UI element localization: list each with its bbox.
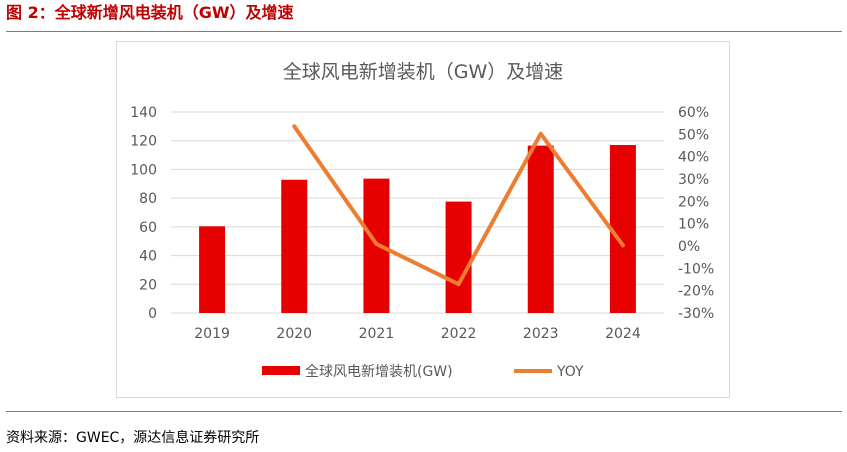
y-right-tick-label: 60% <box>678 105 709 121</box>
y-right-tick-label: 20% <box>678 194 709 210</box>
legend: 全球风电新增装机(GW) YOY <box>262 363 584 380</box>
legend-swatch-bar <box>262 366 300 375</box>
x-tick-label: 2019 <box>194 326 230 342</box>
bar <box>199 226 226 313</box>
bar <box>445 201 472 313</box>
yoy-series <box>292 124 625 287</box>
chart-title: 全球风电新增装机（GW）及增速 <box>283 61 564 83</box>
y-right-tick-label: -10% <box>678 261 714 277</box>
source-note: 资料来源：GWEC，源达信息证券研究所 <box>6 430 260 446</box>
bar <box>609 145 636 313</box>
y-left-tick-label: 140 <box>130 105 157 121</box>
x-tick-label: 2020 <box>276 326 312 342</box>
y-right-tick-label: 50% <box>678 127 709 143</box>
top-divider <box>6 31 842 32</box>
bar <box>527 145 554 313</box>
y-left-tick-label: 100 <box>130 162 157 178</box>
x-tick-label: 2024 <box>605 326 641 342</box>
x-tick-label: 2022 <box>441 326 477 342</box>
figure-caption: 图 2：全球新增风电装机（GW）及增速 <box>6 3 294 22</box>
y-left-tick-label: 80 <box>139 191 157 207</box>
bar <box>281 179 308 313</box>
y-right-tick-label: -20% <box>678 284 714 300</box>
y-right-tick-label: -30% <box>678 306 714 322</box>
y-right-tick-label: 0% <box>678 239 700 255</box>
x-tick-label: 2021 <box>359 326 395 342</box>
y-left-tick-label: 40 <box>139 249 157 265</box>
gridlines <box>171 111 664 314</box>
legend-label-bar: 全球风电新增装机(GW) <box>305 363 453 380</box>
legend-label-line: YOY <box>556 364 584 380</box>
y-right-tick-label: 30% <box>678 172 709 188</box>
y-right-tick-label: 40% <box>678 150 709 166</box>
x-tick-label: 2023 <box>523 326 559 342</box>
y-left-tick-label: 20 <box>139 277 157 293</box>
axes: 0 20 40 60 80 100 120 140 -30% -20% -10% 0% 10% 20% 30… <box>130 105 714 342</box>
y-left-tick-label: 60 <box>139 220 157 236</box>
bottom-divider <box>6 411 842 412</box>
y-left-tick-label: 120 <box>130 134 157 150</box>
bar-series <box>199 145 636 313</box>
y-left-tick-label: 0 <box>148 306 157 322</box>
y-right-tick-label: 10% <box>678 217 709 233</box>
